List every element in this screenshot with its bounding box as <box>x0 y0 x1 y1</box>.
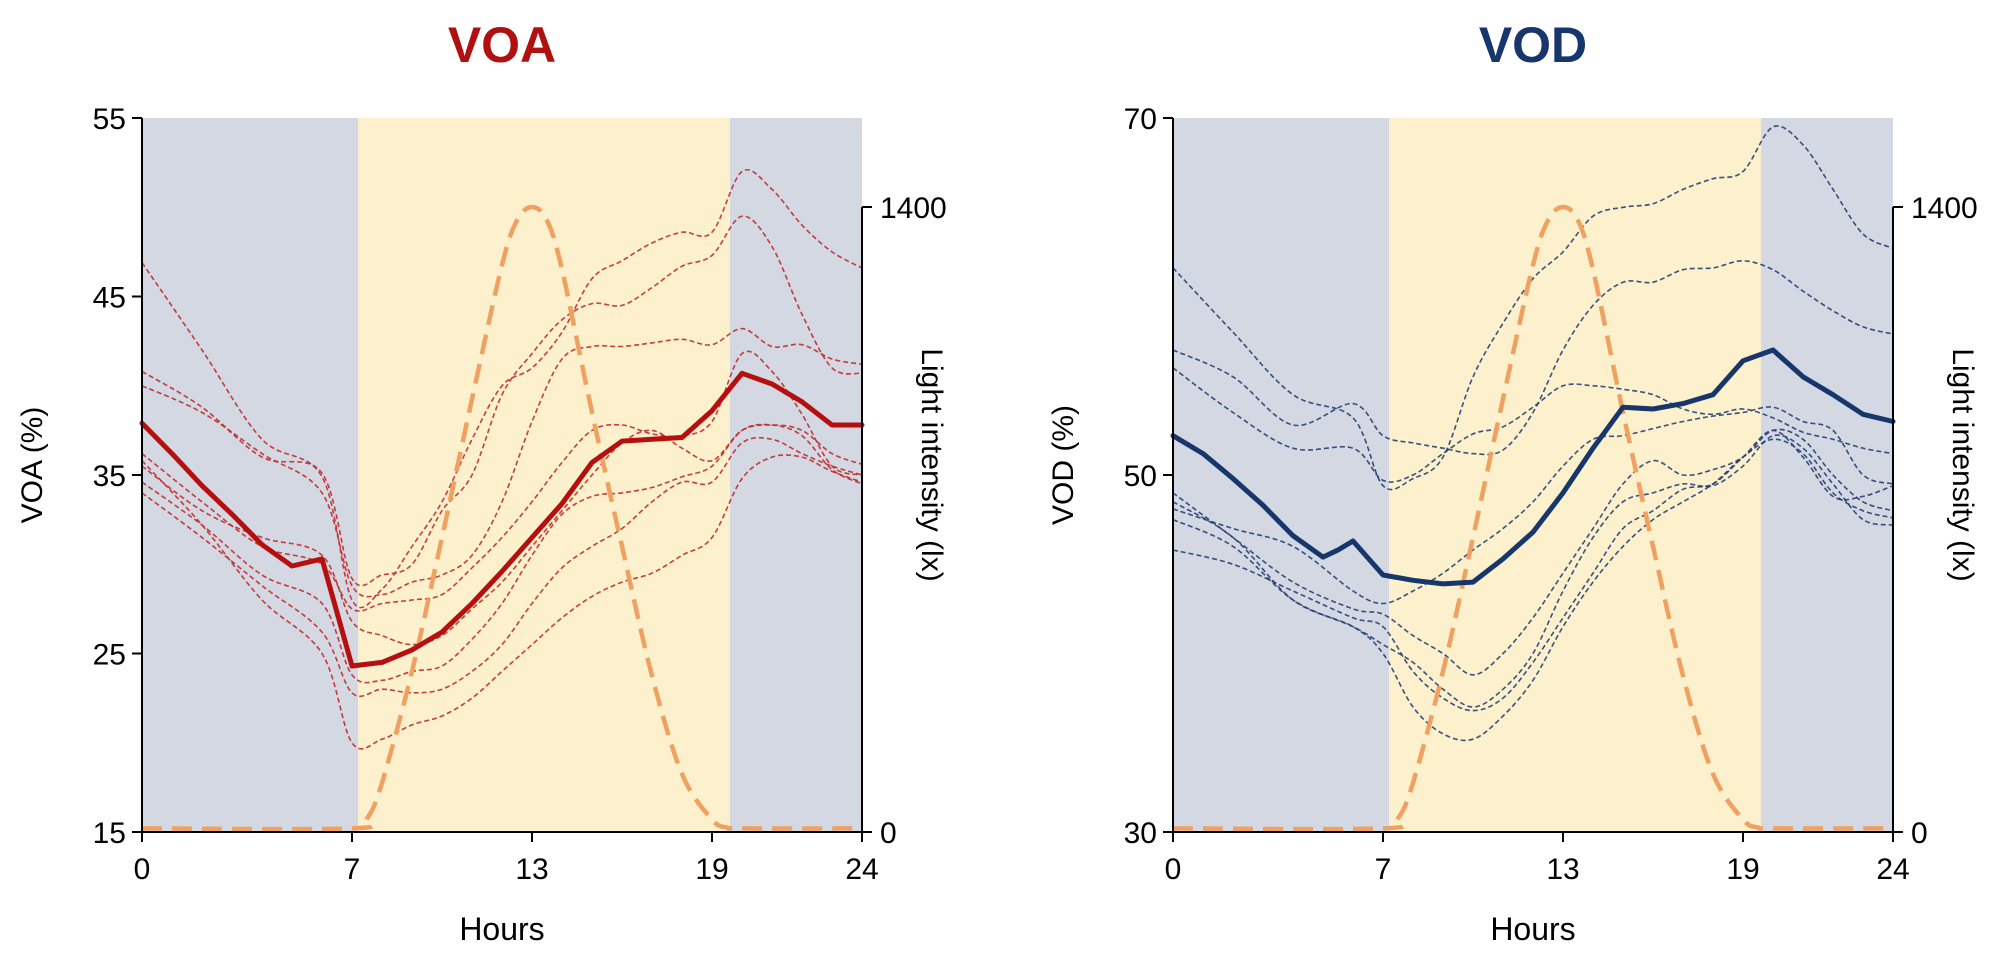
vod-x-tick-label: 0 <box>1165 853 1182 886</box>
vod-y2-tick-label: 0 <box>1911 817 1928 850</box>
voa-mean-line <box>139 370 865 669</box>
vod-chart-title: VOD <box>1479 17 1587 73</box>
voa-y-tick-label: 55 <box>93 103 126 136</box>
voa-y2-tick-label: 0 <box>880 817 897 850</box>
voa-y2-axis-label: Light intensity (lx) <box>915 348 948 581</box>
voa-dark-period-band <box>142 118 358 832</box>
vod-x-tick-label: 19 <box>1726 853 1759 886</box>
voa-x-tick-label: 7 <box>344 853 361 886</box>
voa-x-tick-label: 19 <box>695 853 728 886</box>
vod-individual-line-1 <box>1172 125 1894 491</box>
vod-x-tick-label: 7 <box>1375 853 1392 886</box>
vod-y2-axis-label: Light intensity (lx) <box>1946 348 1979 581</box>
voa-y-tick-label: 35 <box>93 460 126 493</box>
voa-panel: 15 25 35 45 55 0 1400 0 7 13 19 24 VOA Hours VOA (%) Li… <box>16 17 948 947</box>
voa-individual-line-7 <box>141 436 863 698</box>
vod-individual-line-6 <box>1172 429 1894 712</box>
voa-x-axis-label: Hours <box>459 911 544 947</box>
vod-y-tick-label: 30 <box>1124 817 1157 850</box>
vod-x-tick-label: 24 <box>1876 853 1909 886</box>
voa-individual-line-2 <box>141 215 863 587</box>
voa-y-tick-label: 15 <box>93 817 126 850</box>
voa-light-intensity-line <box>141 204 863 832</box>
voa-light-period-band <box>358 118 730 832</box>
voa-y-tick-label: 25 <box>93 639 126 672</box>
vod-y-tick-label: 70 <box>1124 103 1157 136</box>
voa-individual-line-5 <box>141 424 863 646</box>
vod-mean-line <box>1170 347 1896 587</box>
vod-dark-period-band <box>1173 118 1389 832</box>
voa-y-axis-label: VOA (%) <box>16 407 49 524</box>
vod-individual-line-4 <box>1172 406 1894 605</box>
voa-x-tick-label: 24 <box>845 853 878 886</box>
vod-y2-tick-label: 1400 <box>1911 192 1978 225</box>
vod-y-axis-label: VOD (%) <box>1047 405 1080 525</box>
vod-x-axis-label: Hours <box>1490 911 1575 947</box>
voa-chart-title: VOA <box>448 17 556 73</box>
vod-y-tick-label: 50 <box>1124 460 1157 493</box>
voa-individual-line-1 <box>141 169 863 609</box>
vod-individual-line-8 <box>1172 438 1894 742</box>
voa-individual-line-6 <box>141 423 863 684</box>
vod-panel: 30 50 70 0 1400 0 7 13 19 24 VOD Hours VOD (%) Light … <box>1047 17 1979 947</box>
vod-individual-line-3 <box>1172 367 1894 483</box>
voa-y2-tick-label: 1400 <box>880 192 947 225</box>
voa-individual-line-3 <box>141 327 863 598</box>
voa-individual-line-8 <box>141 454 863 750</box>
vod-light-intensity-line <box>1172 204 1894 832</box>
voa-x-tick-label: 13 <box>515 853 548 886</box>
voa-individual-line-4 <box>141 350 863 612</box>
vod-dark-period-band <box>1761 118 1893 832</box>
voa-x-tick-label: 0 <box>134 853 151 886</box>
vod-individual-line-2 <box>1172 259 1894 456</box>
vod-x-tick-label: 13 <box>1546 853 1579 886</box>
voa-y-tick-label: 45 <box>93 282 126 315</box>
